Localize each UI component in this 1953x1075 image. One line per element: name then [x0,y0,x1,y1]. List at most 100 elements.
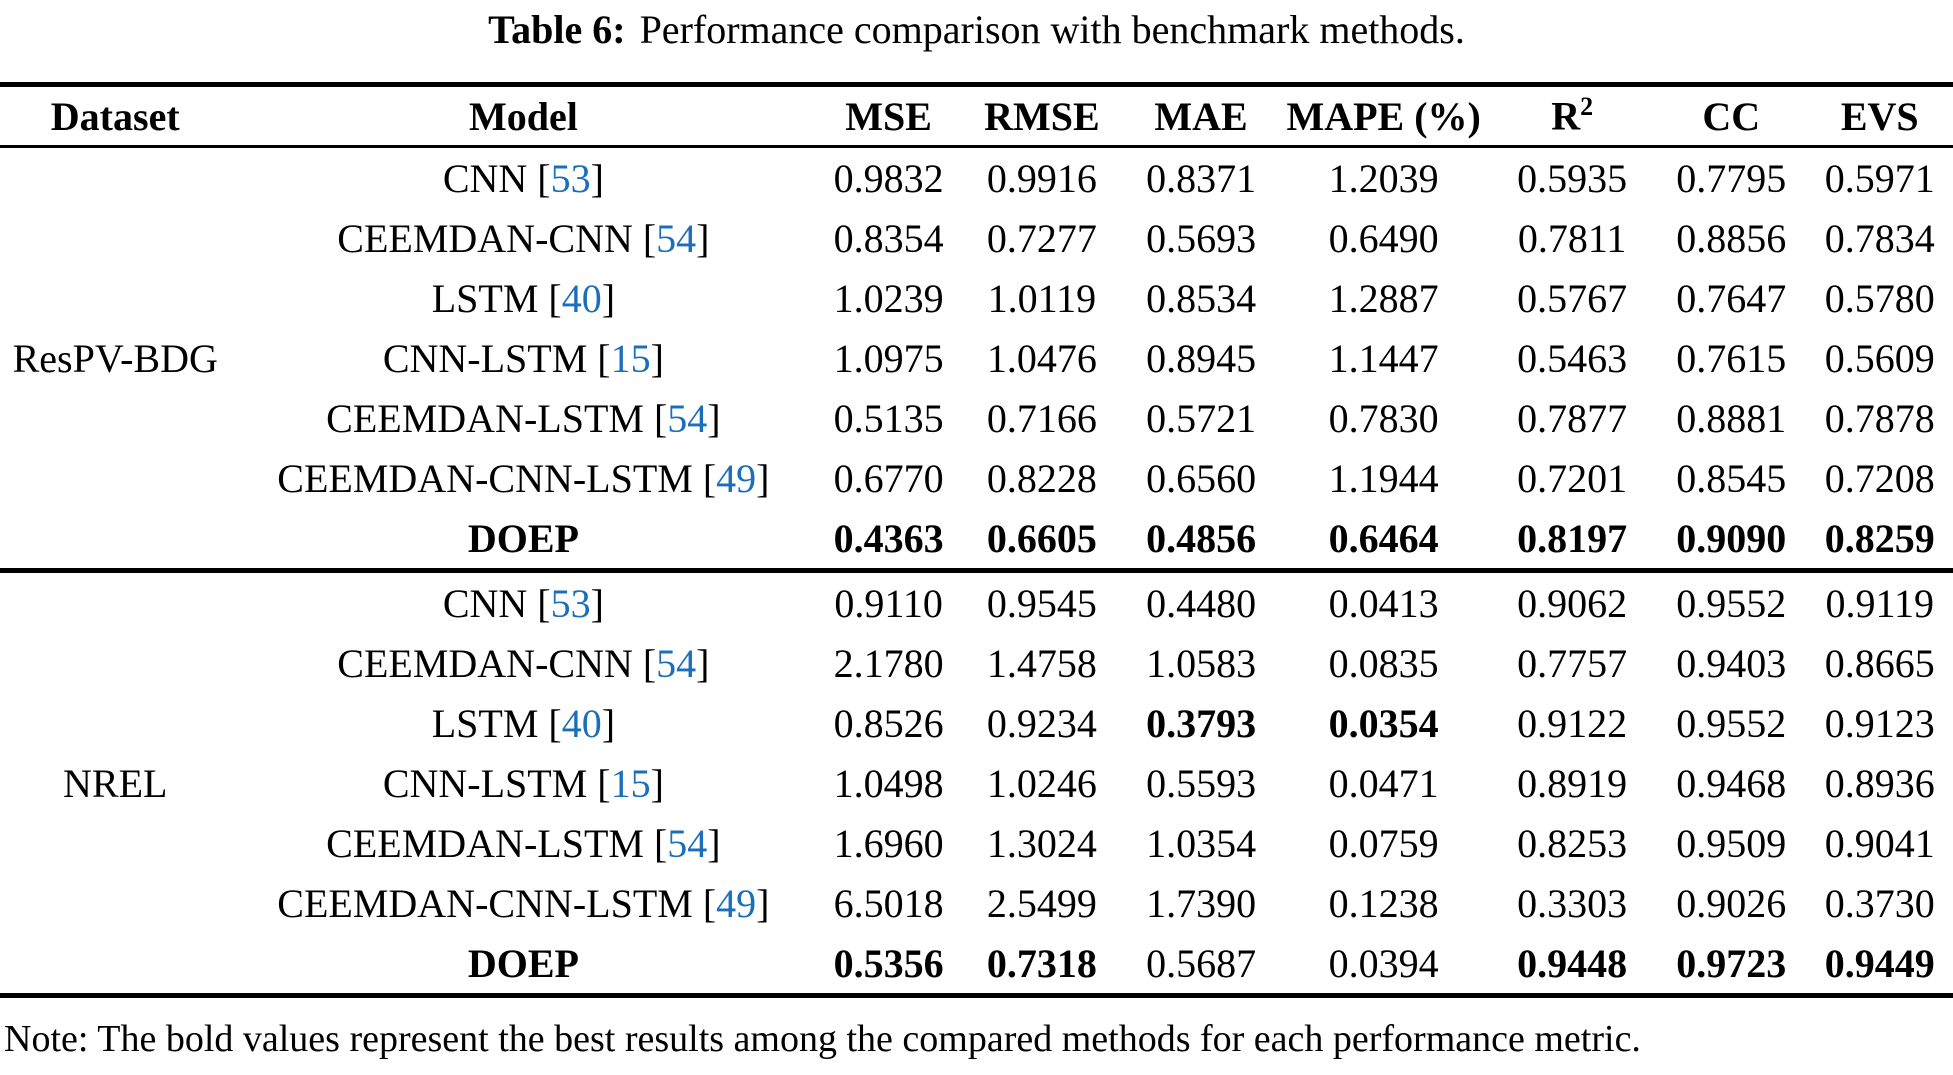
metric-value-mape-respv-bdg-cnn: 1.2039 [1328,155,1439,201]
metric-value-rmse-respv-bdg-cnn-lstm: 1.0476 [986,335,1097,381]
metric-value-evs-nrel-lstm: 0.9123 [1824,700,1935,746]
metric-value-rmse-nrel-ceemdan-cnn: 1.4758 [986,640,1097,686]
metric-value-mae-respv-bdg-lstm: 0.8534 [1146,275,1257,321]
metric-value-cc-respv-bdg-ceemdan-cnn: 0.8856 [1676,215,1787,261]
metric-value-mae-respv-bdg-ceemdan-cnn-lstm: 0.6560 [1146,455,1257,501]
metric-value-mse-respv-bdg-cnn-lstm: 1.0975 [833,335,944,381]
table-row-nrel-ceemdan-lstm: CEEMDAN-LSTM [54] 1.6960 1.3024 1.0354 0.075… [0,813,1953,873]
metric-value-mse-respv-bdg-lstm: 1.0239 [833,275,944,321]
metric-value-rmse-respv-bdg-cnn: 0.9916 [986,155,1097,201]
metric-value-evs-nrel-doep: 0.9449 [1824,940,1935,986]
metric-value-mape-respv-bdg-doep: 0.6464 [1328,515,1439,561]
metric-value-mae-nrel-cnn-lstm: 0.5593 [1146,760,1257,806]
metric-value-mse-nrel-ceemdan-lstm: 1.6960 [833,820,944,866]
metric-value-mape-nrel-ceemdan-lstm: 0.0759 [1328,820,1439,866]
citation-link-49[interactable]: 49 [716,880,757,926]
table-row-respv-bdg-doep: DOEP 0.4363 0.6605 0.4856 0.6464 0.8197 0.9090… [0,508,1953,571]
table-caption: Table 6: Performance comparison with benc… [0,0,1953,54]
metric-value-r2-nrel-lstm: 0.9122 [1517,700,1628,746]
metric-value-evs-nrel-ceemdan-lstm: 0.9041 [1824,820,1935,866]
model-name-cnn-lstm: CNN-LSTM [15] [382,335,664,381]
metric-value-mape-respv-bdg-ceemdan-lstm: 0.7830 [1328,395,1439,441]
metric-value-mape-respv-bdg-ceemdan-cnn: 0.6490 [1328,215,1439,261]
citation-link-54[interactable]: 54 [656,215,697,261]
metric-value-mse-nrel-ceemdan-cnn: 2.1780 [833,640,944,686]
metric-value-mae-nrel-ceemdan-lstm: 1.0354 [1146,820,1257,866]
table-row-respv-bdg-ceemdan-lstm: CEEMDAN-LSTM [54] 0.5135 0.7166 0.5721 0.783… [0,388,1953,448]
model-name-cnn: CNN [53] [442,580,604,626]
metric-value-evs-respv-bdg-doep: 0.8259 [1824,515,1935,561]
metric-value-mse-respv-bdg-doep: 0.4363 [833,515,944,561]
metric-value-mape-nrel-lstm: 0.0354 [1328,700,1439,746]
metric-value-mse-nrel-doep: 0.5356 [833,940,944,986]
metric-value-cc-respv-bdg-cnn: 0.7795 [1676,155,1787,201]
model-name-ceemdan-cnn: CEEMDAN-CNN [54] [337,640,710,686]
citation-link-54[interactable]: 54 [667,395,708,441]
metric-value-evs-nrel-cnn-lstm: 0.8936 [1824,760,1935,806]
metric-value-mape-respv-bdg-lstm: 1.2887 [1328,275,1439,321]
metric-value-cc-nrel-cnn-lstm: 0.9468 [1676,760,1787,806]
table-row-respv-bdg-cnn-lstm: CNN-LSTM [15] 1.0975 1.0476 0.8945 1.1447 0.5… [0,328,1953,388]
metric-value-mape-nrel-cnn-lstm: 0.0471 [1328,760,1439,806]
metric-value-evs-respv-bdg-lstm: 0.5780 [1824,275,1935,321]
metric-value-r2-respv-bdg-ceemdan-lstm: 0.7877 [1517,395,1628,441]
citation-link-54[interactable]: 54 [667,820,708,866]
performance-table: Dataset Model MSE RMSE MAE MAPE (%) R2 CC EVS Re… [0,82,1953,998]
metric-value-mape-respv-bdg-ceemdan-cnn-lstm: 1.1944 [1328,455,1439,501]
metric-value-cc-respv-bdg-doep: 0.9090 [1676,515,1787,561]
citation-link-53[interactable]: 53 [550,580,591,626]
dataset-group-nrel: NREL CNN [53] 0.9110 0.9545 0.4480 0.0413 0.90… [0,571,1953,996]
citation-link-49[interactable]: 49 [716,455,757,501]
model-name-lstm: LSTM [40] [431,700,616,746]
metric-value-cc-nrel-ceemdan-cnn-lstm: 0.9026 [1676,880,1787,926]
metric-value-evs-nrel-ceemdan-cnn-lstm: 0.3730 [1824,880,1935,926]
metric-value-mae-nrel-cnn: 0.4480 [1146,580,1257,626]
table-row-nrel-ceemdan-cnn: CEEMDAN-CNN [54] 2.1780 1.4758 1.0583 0.0835… [0,633,1953,693]
superscript: 2 [1580,92,1594,122]
metric-value-cc-nrel-lstm: 0.9552 [1676,700,1787,746]
metric-value-cc-nrel-ceemdan-lstm: 0.9509 [1676,820,1787,866]
metric-value-r2-respv-bdg-lstm: 0.5767 [1517,275,1628,321]
metric-value-r2-respv-bdg-ceemdan-cnn: 0.7811 [1517,215,1627,261]
citation-link-40[interactable]: 40 [561,275,602,321]
citation-link-53[interactable]: 53 [550,155,591,201]
citation-link-15[interactable]: 15 [610,760,651,806]
citation-link-54[interactable]: 54 [656,640,697,686]
dataset-label-respv-bdg: ResPV-BDG [12,335,218,381]
model-name-ceemdan-cnn-lstm: CEEMDAN-CNN-LSTM [49] [277,880,770,926]
metric-value-evs-respv-bdg-cnn: 0.5971 [1824,155,1935,201]
column-header-mae: MAE [1154,93,1248,139]
metric-value-mae-respv-bdg-doep: 0.4856 [1146,515,1257,561]
table-note: Note: The bold values represent the best… [4,1018,1641,1060]
column-header-mse: MSE [845,93,932,139]
metric-value-rmse-respv-bdg-lstm: 1.0119 [987,275,1097,321]
metric-value-mape-nrel-ceemdan-cnn: 0.0835 [1328,640,1439,686]
metric-value-rmse-nrel-doep: 0.7318 [986,940,1097,986]
dataset-label-nrel: NREL [63,760,168,806]
metric-value-mse-nrel-lstm: 0.8526 [833,700,944,746]
model-name-ceemdan-lstm: CEEMDAN-LSTM [54] [326,820,721,866]
metric-value-mse-respv-bdg-ceemdan-cnn-lstm: 0.6770 [833,455,944,501]
table-row-nrel-doep: DOEP 0.5356 0.7318 0.5687 0.0394 0.9448 0.9723… [0,933,1953,996]
metric-value-cc-nrel-doep: 0.9723 [1676,940,1787,986]
table-row-nrel-ceemdan-cnn-lstm: CEEMDAN-CNN-LSTM [49] 6.5018 2.5499 1.7390 0… [0,873,1953,933]
model-name-ceemdan-cnn: CEEMDAN-CNN [54] [337,215,710,261]
metric-value-cc-respv-bdg-cnn-lstm: 0.7615 [1676,335,1787,381]
model-name-cnn: CNN [53] [442,155,604,201]
metric-value-cc-respv-bdg-ceemdan-cnn-lstm: 0.8545 [1676,455,1787,501]
metric-value-mse-respv-bdg-cnn: 0.9832 [833,155,944,201]
table-row-nrel-lstm: LSTM [40] 0.8526 0.9234 0.3793 0.0354 0.9122 0… [0,693,1953,753]
model-name-cnn-lstm: CNN-LSTM [15] [382,760,664,806]
column-header-cc: CC [1702,93,1761,139]
column-header-model: Model [468,93,578,139]
metric-value-r2-nrel-doep: 0.9448 [1517,940,1628,986]
metric-value-rmse-respv-bdg-ceemdan-lstm: 0.7166 [986,395,1097,441]
metric-value-r2-respv-bdg-cnn: 0.5935 [1517,155,1628,201]
citation-link-40[interactable]: 40 [561,700,602,746]
metric-value-mae-nrel-ceemdan-cnn: 1.0583 [1146,640,1257,686]
model-name-doep: DOEP [467,515,579,561]
citation-link-15[interactable]: 15 [610,335,651,381]
metric-value-mape-nrel-doep: 0.0394 [1328,940,1439,986]
metric-value-mape-nrel-cnn: 0.0413 [1328,580,1439,626]
